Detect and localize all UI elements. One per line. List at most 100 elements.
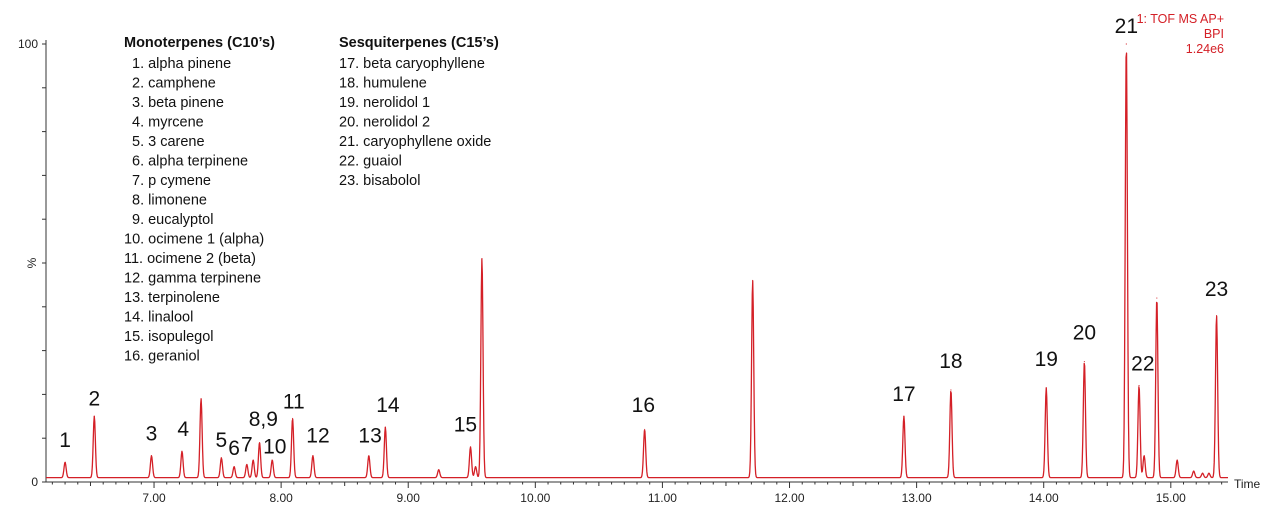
x-tick-label: 14.00 [1029,491,1059,505]
peak-label-16: 16 [632,394,655,417]
legend-item: 8. limonene [132,193,207,209]
legend-item: 18. humulene [339,76,427,92]
peak-label-17: 17 [892,383,915,406]
legend-item: 22. guaiol [339,154,402,170]
x-tick-label: 9.00 [397,491,421,505]
peak-point-20 [644,428,646,431]
peak-label-8-9: 8,9 [249,408,278,431]
peak-point-33 [1208,472,1210,474]
peak-point-21 [752,279,754,282]
y-tick-label-0: 0 [31,475,38,489]
peak-point-28 [1143,455,1145,457]
peak-point-6 [220,457,222,459]
peak-point-12 [291,417,294,420]
peak-point-25 [1083,360,1085,363]
peak-label-23: 23 [1205,278,1228,301]
peak-point-19 [481,258,483,260]
detector-info-line-1: 1: TOF MS AP+ [1137,12,1224,26]
peak-label-10: 10 [263,436,286,459]
peak-label-19: 19 [1035,348,1058,371]
x-tick-label: 13.00 [902,491,932,505]
legend-item: 9. eucalyptol [132,212,213,228]
legend-item: 5. 3 carene [132,134,205,150]
x-tick-label: 7.00 [142,491,166,505]
peak-point-3 [150,455,153,457]
legend-item: 10. ocimene 1 (alpha) [124,232,264,248]
x-tick-label: 11.00 [648,491,677,505]
legend-header-2: Sesquiterpenes (C15’s) [339,35,499,51]
x-tick-label: 10.00 [520,491,550,505]
peak-point-16 [438,469,440,471]
legend-item: 14. linalool [124,310,193,326]
peak-label-3: 3 [146,422,158,445]
legend-item: 12. gamma terpinene [124,271,261,287]
legend-item: 7. p cymene [132,173,211,189]
y-tick-label-100: 100 [18,37,38,51]
peak-label-18: 18 [939,350,962,373]
peak-point-13 [312,455,314,457]
legend-item: 21. caryophyllene oxide [339,134,491,150]
legend-item: 11. ocimene 2 (beta) [124,251,256,267]
legend-item: 20. nerolidol 2 [339,115,430,131]
legend-item: 23. bisabolol [339,173,420,189]
legend-item: 13. terpinolene [124,290,220,306]
peak-point-30 [1176,459,1178,461]
legend-item: 1. alpha pinene [132,56,231,72]
peak-point-22 [903,415,905,417]
peak-point-7 [233,466,235,468]
peak-point-31 [1193,470,1195,472]
legend-item: 19. nerolidol 1 [339,95,430,111]
peak-point-17 [469,446,472,448]
peak-label-14: 14 [376,394,400,417]
peak-point-34 [1215,314,1218,317]
chromatogram-trace [45,43,1229,479]
x-tick-label: 12.00 [775,491,805,505]
legend-item: 17. beta caryophyllene [339,56,485,72]
peak-point-15 [384,426,386,428]
detector-info-line-3: 1.24e6 [1186,42,1224,56]
peak-label-21: 21 [1115,15,1138,38]
peak-point-11 [271,459,273,461]
compound-legend: Monoterpenes (C10’s) 1. alpha pinene 2. ca… [124,35,499,365]
peak-label-11: 11 [283,390,305,413]
peak-label-20: 20 [1073,322,1096,345]
peak-point-1 [64,461,66,463]
peak-point-26 [1125,43,1127,45]
peak-label-4: 4 [177,418,189,441]
x-tick-label: 8.00 [269,491,293,505]
legend-item: 16. geraniol [124,349,200,365]
x-axis-title: Time [1234,477,1261,491]
legend-item: 4. myrcene [132,115,204,131]
legend-header-1: Monoterpenes (C10’s) [124,35,275,51]
peak-label-6: 6 [228,437,240,460]
peak-point-5 [200,398,202,400]
peak-point-14 [368,455,370,457]
peak-label-22: 22 [1131,352,1154,375]
peak-point-9 [252,459,254,461]
peak-label-2: 2 [88,387,100,410]
peak-label-12: 12 [306,425,329,448]
peak-label-1: 1 [59,429,71,452]
peak-point-23 [950,389,952,391]
legend-item: 6. alpha terpinene [132,154,248,170]
peak-point-2 [93,415,95,417]
chart-axes: 7.00 8.00 9.00 10.00 11.00 12.00 13.00 14.00 15.… [18,37,1261,505]
peak-label-15: 15 [454,414,477,437]
peak-point-4 [181,450,183,452]
peak-point-18 [474,466,477,468]
peak-point-8 [246,463,248,466]
peak-label-5: 5 [216,429,228,452]
peak-point-24 [1045,387,1047,389]
legend-item: 15. isopulegol [124,329,214,345]
legend-item: 3. beta pinene [132,95,224,111]
y-axis-title: % [25,257,39,268]
x-tick-label: 15.00 [1156,491,1186,505]
peak-label-13: 13 [358,425,381,448]
peak-point-10 [258,441,261,444]
peak-label-7: 7 [241,433,253,456]
peak-point-27 [1138,385,1140,387]
peak-point-29 [1156,297,1158,299]
